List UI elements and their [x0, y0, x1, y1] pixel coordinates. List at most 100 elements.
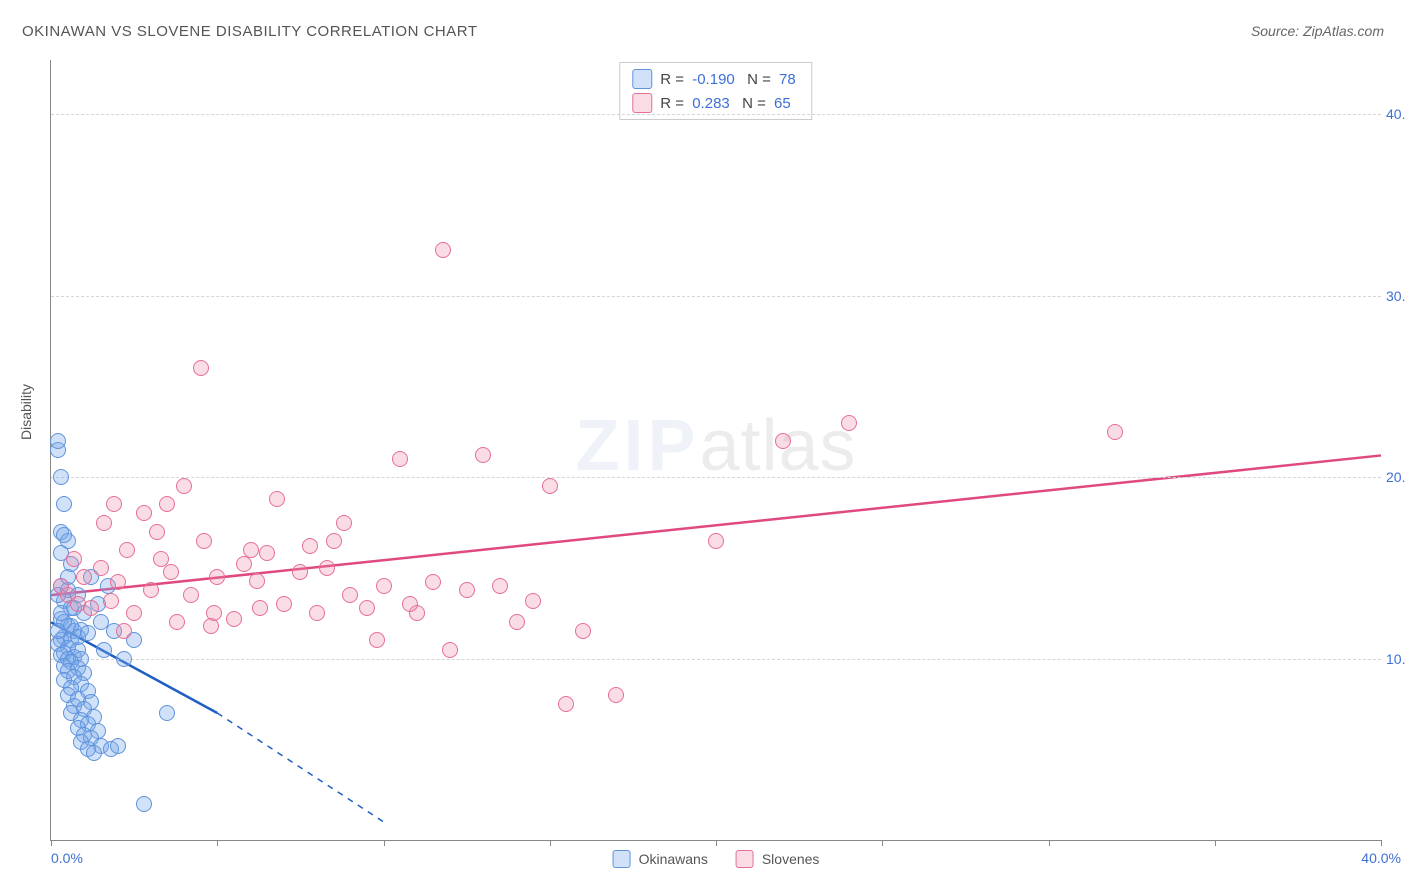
data-point-slovenes — [196, 533, 212, 549]
data-point-okinawans — [53, 605, 69, 621]
data-point-okinawans — [136, 796, 152, 812]
legend-stat-slovenes: R = 0.283 N = 65 — [632, 93, 799, 113]
data-point-slovenes — [326, 533, 342, 549]
data-point-slovenes — [269, 491, 285, 507]
legend-swatch — [736, 850, 754, 868]
data-point-slovenes — [93, 560, 109, 576]
data-point-okinawans — [116, 651, 132, 667]
data-point-slovenes — [249, 573, 265, 589]
x-tick-mark — [217, 840, 218, 846]
legend-stat-text: R = -0.190 N = 78 — [660, 71, 799, 88]
x-tick-mark — [1049, 840, 1050, 846]
legend-swatch — [613, 850, 631, 868]
data-point-slovenes — [193, 360, 209, 376]
data-point-slovenes — [708, 533, 724, 549]
data-point-slovenes — [143, 582, 159, 598]
legend-swatch — [632, 93, 652, 113]
scatter-plot: ZIPatlas R = -0.190 N = 78 R = 0.283 N = … — [50, 60, 1381, 841]
y-axis-title: Disability — [18, 384, 34, 440]
data-point-slovenes — [76, 569, 92, 585]
data-point-slovenes — [126, 605, 142, 621]
data-point-slovenes — [163, 564, 179, 580]
data-point-slovenes — [1107, 424, 1123, 440]
legend-label: Slovenes — [762, 851, 820, 867]
data-point-slovenes — [209, 569, 225, 585]
data-point-slovenes — [106, 496, 122, 512]
data-point-slovenes — [492, 578, 508, 594]
data-point-slovenes — [169, 614, 185, 630]
watermark: ZIPatlas — [575, 405, 856, 487]
data-point-slovenes — [319, 560, 335, 576]
data-point-slovenes — [359, 600, 375, 616]
data-point-slovenes — [103, 593, 119, 609]
y-tick-label: 40.0% — [1386, 106, 1406, 122]
data-point-slovenes — [525, 593, 541, 609]
data-point-slovenes — [558, 696, 574, 712]
data-point-slovenes — [66, 551, 82, 567]
legend-label: Okinawans — [639, 851, 708, 867]
data-point-slovenes — [259, 545, 275, 561]
y-tick-label: 20.0% — [1386, 469, 1406, 485]
legend-item-okinawans: Okinawans — [613, 850, 708, 868]
data-point-slovenes — [183, 587, 199, 603]
data-point-slovenes — [369, 632, 385, 648]
data-point-slovenes — [110, 574, 126, 590]
data-point-okinawans — [56, 496, 72, 512]
x-tick-mark — [1381, 840, 1382, 846]
data-point-slovenes — [276, 596, 292, 612]
data-point-slovenes — [159, 496, 175, 512]
legend-stat-text: R = 0.283 N = 65 — [660, 95, 794, 112]
legend-swatch — [632, 69, 652, 89]
data-point-slovenes — [402, 596, 418, 612]
data-point-slovenes — [96, 515, 112, 531]
x-axis-min-label: 0.0% — [51, 850, 83, 866]
chart-title: OKINAWAN VS SLOVENE DISABILITY CORRELATI… — [22, 23, 477, 40]
x-tick-mark — [1215, 840, 1216, 846]
data-point-slovenes — [342, 587, 358, 603]
data-point-slovenes — [608, 687, 624, 703]
data-point-slovenes — [425, 574, 441, 590]
data-point-slovenes — [302, 538, 318, 554]
x-tick-mark — [51, 840, 52, 846]
data-point-slovenes — [252, 600, 268, 616]
trend-line-extend-okinawans — [217, 713, 383, 822]
data-point-okinawans — [50, 433, 66, 449]
data-point-okinawans — [110, 738, 126, 754]
data-point-slovenes — [83, 600, 99, 616]
data-point-slovenes — [116, 623, 132, 639]
data-point-slovenes — [442, 642, 458, 658]
trend-lines — [51, 60, 1381, 840]
data-point-slovenes — [575, 623, 591, 639]
data-point-slovenes — [475, 447, 491, 463]
data-point-slovenes — [336, 515, 352, 531]
data-point-okinawans — [56, 527, 72, 543]
x-tick-mark — [716, 840, 717, 846]
data-point-slovenes — [292, 564, 308, 580]
gridline — [51, 659, 1381, 660]
data-point-slovenes — [775, 433, 791, 449]
data-point-slovenes — [459, 582, 475, 598]
legend-correlation: R = -0.190 N = 78 R = 0.283 N = 65 — [619, 62, 812, 120]
data-point-okinawans — [96, 642, 112, 658]
data-point-slovenes — [542, 478, 558, 494]
data-point-okinawans — [159, 705, 175, 721]
data-point-slovenes — [136, 505, 152, 521]
gridline — [51, 114, 1381, 115]
data-point-slovenes — [236, 556, 252, 572]
data-point-slovenes — [309, 605, 325, 621]
data-point-okinawans — [80, 625, 96, 641]
x-tick-mark — [550, 840, 551, 846]
x-tick-mark — [882, 840, 883, 846]
legend-item-slovenes: Slovenes — [736, 850, 820, 868]
data-point-slovenes — [206, 605, 222, 621]
data-point-slovenes — [176, 478, 192, 494]
x-tick-mark — [384, 840, 385, 846]
x-axis-max-label: 40.0% — [1361, 850, 1401, 866]
data-point-okinawans — [93, 614, 109, 630]
data-point-okinawans — [50, 623, 66, 639]
data-point-okinawans — [53, 469, 69, 485]
gridline — [51, 477, 1381, 478]
y-tick-label: 10.0% — [1386, 651, 1406, 667]
y-tick-label: 30.0% — [1386, 288, 1406, 304]
data-point-slovenes — [119, 542, 135, 558]
